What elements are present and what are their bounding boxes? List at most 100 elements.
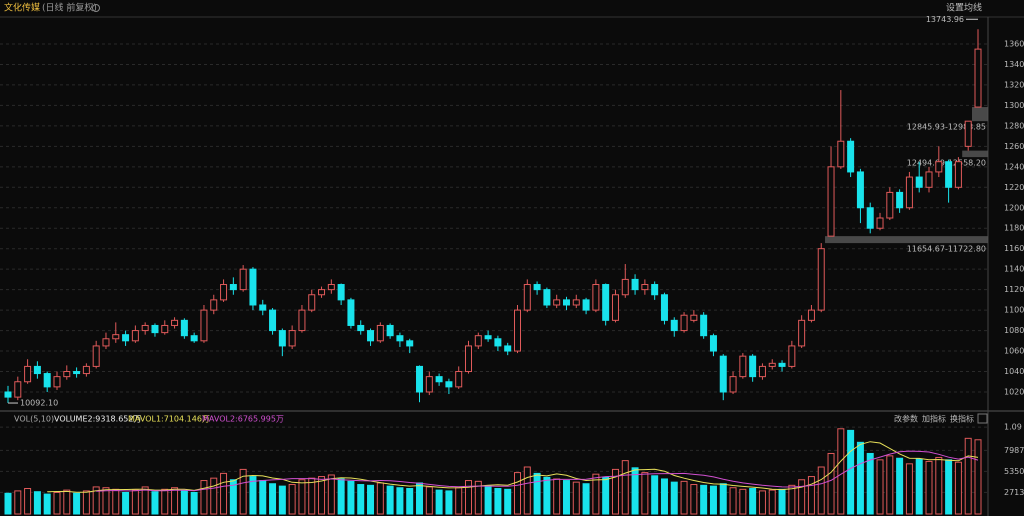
candle-body <box>847 140 855 173</box>
volume-bar <box>229 479 237 515</box>
volume-bar <box>386 485 394 515</box>
volume-bar <box>425 486 433 515</box>
y-tick-label: 13000.00 <box>1004 101 1024 110</box>
candle-body <box>308 294 316 311</box>
candle-body <box>866 207 874 229</box>
gap-label: 12845.93-12983.85 <box>907 123 986 132</box>
candle-body <box>269 309 277 332</box>
candle-body <box>602 284 610 321</box>
candle-body <box>709 335 717 352</box>
volume-bar <box>729 487 737 515</box>
volume-bar <box>33 491 41 515</box>
volume-bar <box>631 467 639 515</box>
candle-body <box>337 284 345 301</box>
candle-body <box>523 284 531 311</box>
y-tick-label: 10200.00 <box>1004 387 1024 396</box>
volume-bar <box>719 483 727 515</box>
volume-bar <box>876 459 884 515</box>
close-button[interactable] <box>977 413 988 424</box>
candle-body <box>288 330 296 347</box>
y-tick-label: 11000.00 <box>1004 306 1024 315</box>
candle-body <box>416 365 424 393</box>
candle-body <box>220 284 228 301</box>
volume-bar <box>915 458 923 515</box>
volume-bar <box>602 476 610 515</box>
candle-body <box>807 309 815 321</box>
candle-body <box>278 330 286 347</box>
v-tick-label: 5350.00 <box>1004 467 1024 476</box>
candle-body <box>562 299 570 306</box>
volume-bar <box>847 429 855 515</box>
settings-icon[interactable] <box>92 4 100 12</box>
candle-body <box>239 268 247 291</box>
candle-body <box>651 284 659 296</box>
volume-bar <box>376 482 384 515</box>
candle-body <box>631 278 639 291</box>
volume-bar <box>504 488 512 515</box>
candle-body <box>435 376 443 383</box>
candle-body <box>827 166 835 237</box>
candle-body <box>945 161 953 188</box>
y-tick-label: 10400.00 <box>1004 367 1024 376</box>
candle-body <box>180 319 188 337</box>
y-tick-label: 12400.00 <box>1004 162 1024 171</box>
volume-bar <box>709 485 717 515</box>
y-tick-label: 12200.00 <box>1004 183 1024 192</box>
button[interactable]: 加指标 <box>922 414 946 424</box>
candle-body <box>925 171 933 188</box>
volume-bar <box>749 488 757 515</box>
volume-bar <box>122 491 130 515</box>
volume-bar <box>945 459 953 515</box>
candle-body <box>406 340 414 347</box>
volume-bar <box>171 487 179 515</box>
candle-body <box>171 319 179 326</box>
candle-body <box>82 365 90 375</box>
volume-bar <box>102 487 110 515</box>
candle-body <box>327 284 335 291</box>
v-tick-label: 7987.00 <box>1004 446 1024 455</box>
v-tick-label: 1.09 <box>1004 423 1022 432</box>
candle-body <box>347 299 355 326</box>
candle-body <box>259 304 267 311</box>
button[interactable]: 换指标 <box>950 414 974 424</box>
volume-bar <box>210 477 218 515</box>
candle-body <box>504 345 512 352</box>
volume-bar <box>151 491 159 515</box>
volume-bar <box>807 476 815 515</box>
volume-bar <box>954 461 962 515</box>
ma-settings[interactable]: 设置均线 <box>946 2 982 14</box>
volume-bar <box>180 490 188 515</box>
volume-bar <box>82 490 90 515</box>
candle-body <box>386 324 394 337</box>
candle-body <box>357 324 365 332</box>
y-tick-label: 13600.00 <box>1004 39 1024 48</box>
volume-bar <box>964 437 972 515</box>
volume-bar <box>337 478 345 515</box>
volume-bar <box>670 481 678 515</box>
candle-body <box>886 191 894 219</box>
button[interactable]: 改参数 <box>894 414 918 424</box>
candle-body <box>484 335 492 340</box>
volume-bar <box>131 489 139 515</box>
candle-body <box>249 268 257 306</box>
candle-body <box>582 299 590 311</box>
candle-body <box>425 376 433 393</box>
candle-body <box>190 335 198 342</box>
volume-bar <box>778 488 786 515</box>
volume-bar <box>641 472 649 515</box>
candle-body <box>112 334 120 340</box>
volume-bar <box>817 466 825 515</box>
candle-body <box>455 371 463 388</box>
chart-subtitle: (日线 前复权) <box>42 2 97 14</box>
candle-body <box>63 371 71 378</box>
candle-body <box>572 299 580 306</box>
candle-body <box>778 362 786 367</box>
volume-bar <box>651 475 659 515</box>
volume-bar <box>768 489 776 515</box>
volume-bar <box>288 484 296 515</box>
y-tick-label: 10600.00 <box>1004 347 1024 356</box>
volume-bar <box>24 488 32 515</box>
candle-body <box>660 294 668 321</box>
volume-bar <box>935 456 943 515</box>
